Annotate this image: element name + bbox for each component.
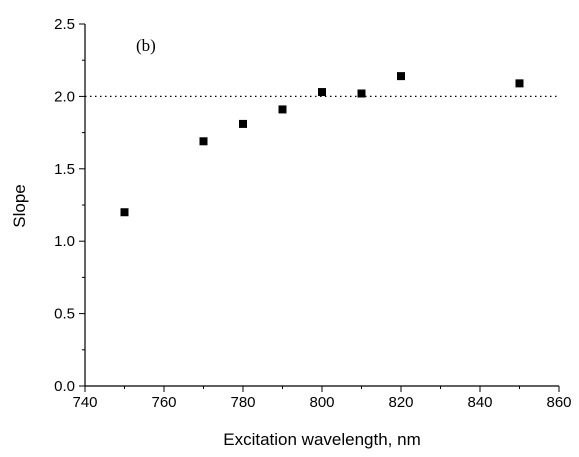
data-point [515,79,524,88]
y-tick-label: 1.0 [54,233,75,250]
x-tick-label: 860 [546,394,571,411]
data-point [357,89,366,98]
y-axis-title: Slope [10,184,29,227]
data-point [120,208,129,217]
x-tick-label: 800 [309,394,334,411]
x-tick-label: 840 [467,394,492,411]
y-tick-label: 1.5 [54,161,75,178]
data-point [318,88,326,97]
x-tick-label: 740 [72,394,97,411]
data-point [199,137,208,146]
panel-label: (b) [136,36,156,55]
y-tick-label: 0.5 [54,306,75,323]
x-tick-label: 760 [151,394,176,411]
x-tick-label: 820 [388,394,413,411]
x-axis-title: Excitation wavelength, nm [223,430,421,449]
data-point [397,72,405,81]
data-point [278,105,287,114]
data-point [239,119,247,128]
data-points [120,72,524,217]
y-tick-label: 2.0 [54,88,75,105]
y-tick-label: 0.0 [54,378,75,395]
x-tick-label: 780 [230,394,255,411]
y-tick-label: 2.5 [54,16,75,33]
axes: 740 760 780 800 820 840 860 0.0 0.5 1.0 1.5 2.0 2.5 [54,16,571,411]
